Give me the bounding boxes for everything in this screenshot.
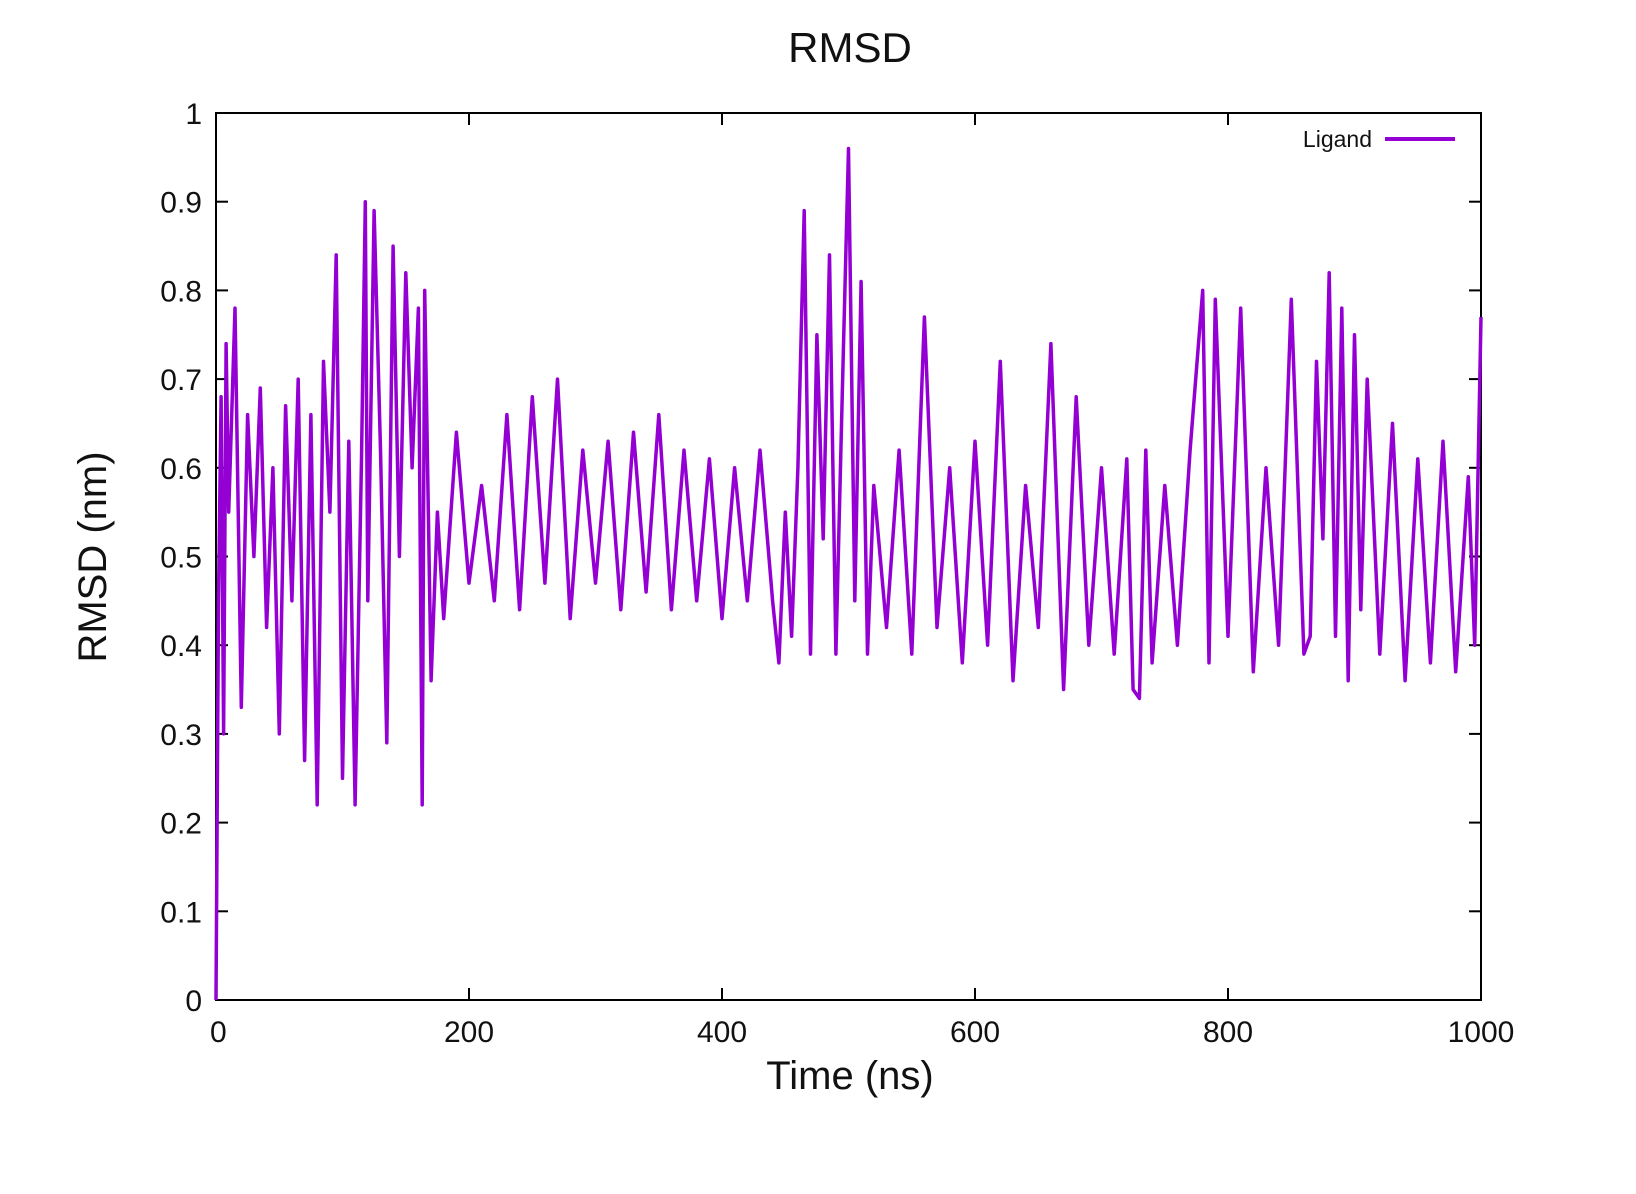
y-tick-label: 0.5 <box>160 542 202 575</box>
series-layer <box>214 146 1483 1001</box>
x-tick-label: 800 <box>1203 1016 1253 1049</box>
x-tick-label: 400 <box>697 1016 747 1049</box>
y-tick-label: 0.4 <box>160 630 202 663</box>
y-tick-label: 0.7 <box>160 364 202 397</box>
y-tick-label: 0.1 <box>160 896 202 929</box>
y-tick-label: 0.2 <box>160 808 202 841</box>
legend-label-ligand: Ligand <box>1303 126 1372 152</box>
y-tick-label: 0.8 <box>160 275 202 308</box>
x-tick-label: 600 <box>950 1016 1000 1049</box>
series-line-ligand <box>214 146 1483 1001</box>
x-axis-label: Time (ns) <box>766 1054 933 1098</box>
x-tick-label: 200 <box>444 1016 494 1049</box>
y-tick-label: 1 <box>185 98 202 131</box>
legend: Ligand <box>1303 126 1455 152</box>
x-tick-label: 0 <box>210 1016 227 1049</box>
y-tick-label: 0.6 <box>160 453 202 486</box>
x-axis: 0 200 400 600 800 1000 <box>210 113 1514 1049</box>
y-tick-label: 0 <box>185 985 202 1018</box>
chart-title: RMSD <box>788 24 912 71</box>
y-axis: 0 0.1 0.2 0.3 0.4 0.5 0.6 0.7 0.8 0.9 1 <box>160 98 1481 1018</box>
y-tick-label: 0.3 <box>160 719 202 752</box>
y-axis-label: RMSD (nm) <box>71 451 115 662</box>
y-tick-label: 0.9 <box>160 187 202 220</box>
x-tick-label: 1000 <box>1448 1016 1515 1049</box>
